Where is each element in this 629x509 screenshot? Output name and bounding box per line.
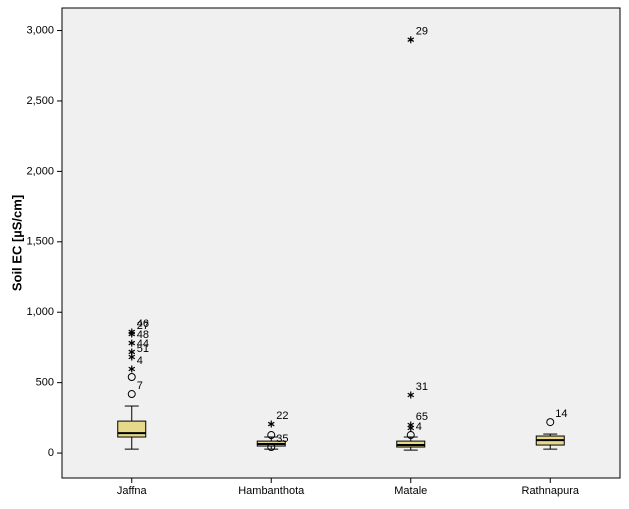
outlier-label: 14 — [555, 408, 567, 420]
outlier-star — [407, 421, 415, 429]
outlier-circle — [546, 418, 555, 427]
box — [117, 420, 147, 438]
outlier-label: 27 — [137, 320, 149, 332]
outlier-star — [128, 328, 136, 336]
outlier-star — [407, 36, 415, 44]
plot-area — [61, 7, 621, 479]
outlier-label: 44 — [137, 338, 149, 350]
y-tick-label: 500 — [36, 377, 54, 389]
y-axis-label: Soil EC [µS/cm] — [9, 195, 24, 291]
x-tick-label: Matale — [394, 485, 427, 497]
outlier-label: 51 — [137, 343, 149, 355]
x-tick-label: Hambanthota — [238, 485, 305, 497]
outlier-star — [128, 365, 136, 373]
outlier-circle — [406, 431, 415, 440]
outlier-label: 4 — [137, 355, 143, 367]
outlier-star — [128, 339, 136, 347]
outlier-label: 4 — [416, 421, 422, 433]
outlier-circle — [267, 443, 276, 452]
outlier-label: 35 — [276, 433, 288, 445]
outlier-circle — [127, 373, 136, 382]
y-tick-label: 0 — [48, 447, 54, 459]
y-tick-label: 2,000 — [26, 165, 54, 177]
y-tick-label: 3,000 — [26, 24, 54, 36]
outlier-label: 7 — [137, 380, 143, 392]
outlier-label: 29 — [416, 26, 428, 38]
outlier-circle — [267, 431, 276, 440]
x-tick-label: Jaffna — [117, 485, 148, 497]
outlier-star — [407, 391, 415, 399]
outlier-circle — [127, 390, 136, 399]
y-tick-label: 1,000 — [26, 306, 54, 318]
outlier-label: 48 — [137, 329, 149, 341]
outlier-label: 65 — [416, 411, 428, 423]
y-tick-label: 2,500 — [26, 95, 54, 107]
outlier-star — [267, 420, 275, 428]
outlier-label: 31 — [416, 381, 428, 393]
x-tick-label: Rathnapura — [522, 485, 580, 497]
outlier-label: 46 — [137, 318, 149, 330]
outlier-label: 22 — [276, 410, 288, 422]
outlier-star — [128, 348, 136, 356]
y-tick-label: 1,500 — [26, 236, 54, 248]
